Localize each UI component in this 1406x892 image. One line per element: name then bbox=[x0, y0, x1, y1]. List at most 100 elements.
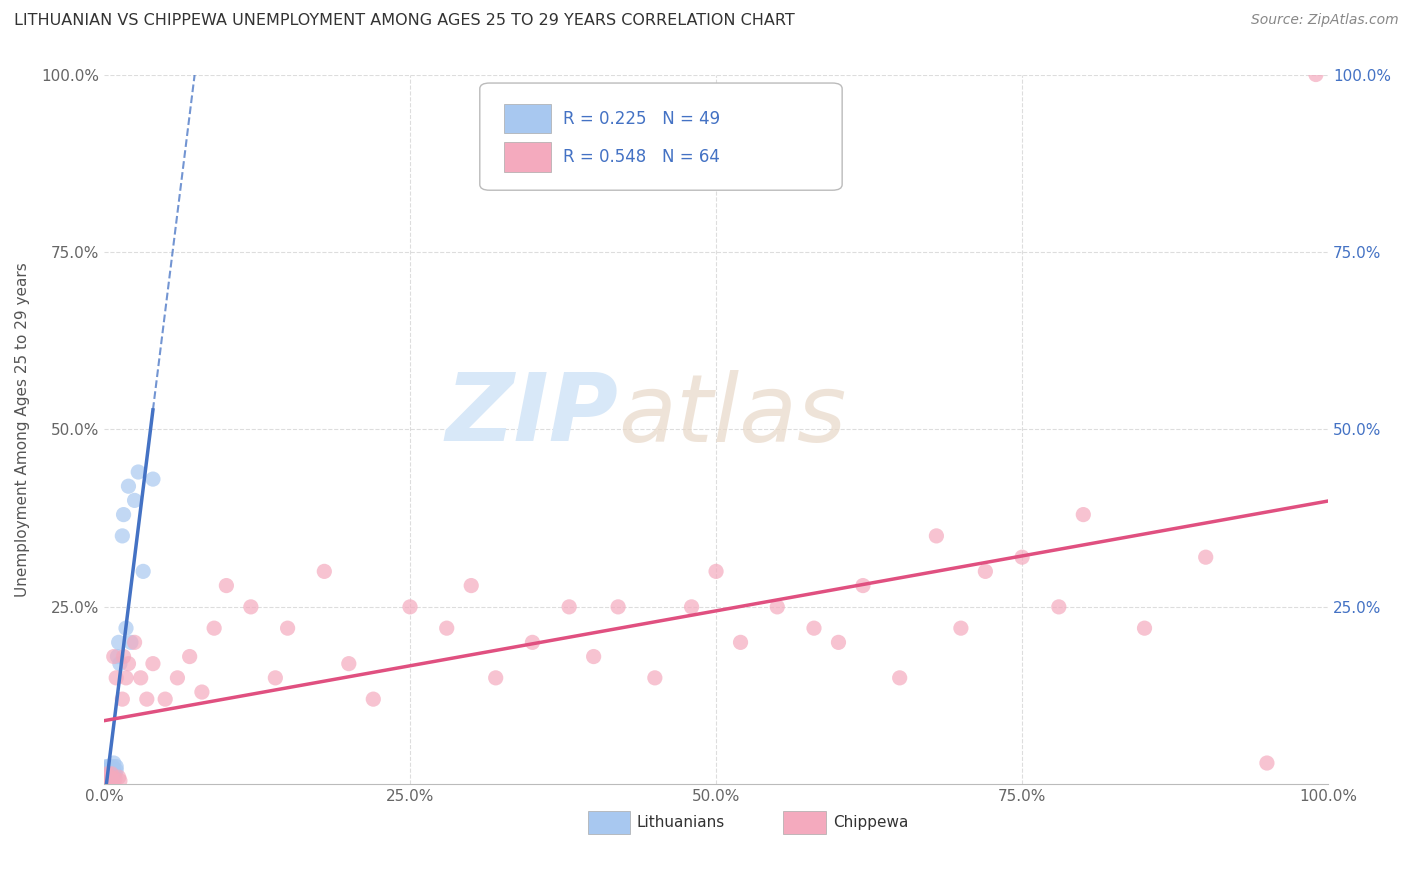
Point bbox=[191, 685, 214, 699]
Text: R = 0.548   N = 64: R = 0.548 N = 64 bbox=[562, 148, 720, 166]
Point bbox=[889, 671, 911, 685]
Point bbox=[166, 671, 188, 685]
Point bbox=[1047, 599, 1070, 614]
Point bbox=[925, 529, 948, 543]
Point bbox=[1305, 68, 1327, 82]
Point bbox=[112, 508, 135, 522]
Point bbox=[644, 671, 666, 685]
Text: Chippewa: Chippewa bbox=[834, 815, 908, 830]
Point bbox=[111, 692, 134, 706]
Point bbox=[766, 599, 789, 614]
Point bbox=[101, 773, 124, 788]
Point bbox=[97, 759, 120, 773]
Point bbox=[98, 766, 121, 780]
Point bbox=[277, 621, 299, 635]
Point bbox=[108, 773, 131, 788]
Point bbox=[582, 649, 605, 664]
Point bbox=[96, 775, 118, 789]
Point bbox=[115, 621, 138, 635]
Point bbox=[103, 763, 125, 777]
Point bbox=[153, 692, 176, 706]
Point bbox=[98, 770, 121, 784]
Point bbox=[94, 776, 117, 790]
Point bbox=[112, 649, 135, 664]
Point bbox=[105, 763, 128, 777]
Point bbox=[96, 770, 118, 784]
Point bbox=[94, 766, 117, 780]
Point bbox=[436, 621, 458, 635]
Point bbox=[607, 599, 630, 614]
Point bbox=[94, 776, 117, 790]
Text: Source: ZipAtlas.com: Source: ZipAtlas.com bbox=[1251, 13, 1399, 28]
Point bbox=[215, 578, 238, 592]
FancyBboxPatch shape bbox=[505, 142, 551, 172]
Point bbox=[1195, 550, 1218, 565]
Point bbox=[124, 493, 146, 508]
Point bbox=[827, 635, 849, 649]
Point bbox=[103, 649, 125, 664]
Point bbox=[129, 671, 152, 685]
Point bbox=[96, 766, 118, 780]
Text: R = 0.225   N = 49: R = 0.225 N = 49 bbox=[562, 110, 720, 128]
Point bbox=[97, 770, 120, 784]
Point bbox=[142, 657, 165, 671]
Point bbox=[97, 770, 120, 784]
Text: Lithuanians: Lithuanians bbox=[637, 815, 724, 830]
Point bbox=[264, 671, 287, 685]
Point bbox=[101, 759, 124, 773]
Point bbox=[97, 766, 120, 780]
Point bbox=[108, 657, 131, 671]
Point bbox=[104, 766, 127, 780]
Point bbox=[100, 770, 122, 784]
Point bbox=[94, 763, 117, 777]
Point bbox=[1256, 756, 1278, 770]
Point bbox=[974, 565, 997, 579]
Point bbox=[361, 692, 384, 706]
Point bbox=[485, 671, 508, 685]
Point bbox=[94, 772, 117, 786]
Point bbox=[120, 635, 142, 649]
Point bbox=[117, 479, 139, 493]
Point bbox=[100, 766, 122, 780]
Point bbox=[96, 769, 118, 783]
FancyBboxPatch shape bbox=[505, 103, 551, 134]
Point bbox=[239, 599, 262, 614]
Point bbox=[314, 565, 336, 579]
Point bbox=[96, 776, 118, 790]
Point bbox=[97, 766, 120, 780]
Point bbox=[142, 472, 165, 486]
Text: ZIP: ZIP bbox=[446, 369, 619, 461]
Point bbox=[97, 763, 120, 777]
Point bbox=[111, 529, 134, 543]
Point bbox=[132, 565, 155, 579]
Point bbox=[94, 769, 117, 783]
Point bbox=[96, 764, 118, 779]
Point bbox=[135, 692, 157, 706]
Y-axis label: Unemployment Among Ages 25 to 29 years: Unemployment Among Ages 25 to 29 years bbox=[15, 262, 30, 597]
Point bbox=[104, 772, 127, 786]
Point bbox=[103, 756, 125, 770]
Point bbox=[949, 621, 972, 635]
Point bbox=[399, 599, 422, 614]
Point bbox=[97, 773, 120, 788]
Point bbox=[1011, 550, 1033, 565]
Point bbox=[98, 775, 121, 789]
Point bbox=[179, 649, 201, 664]
Point bbox=[115, 671, 138, 685]
Point bbox=[94, 775, 117, 789]
FancyBboxPatch shape bbox=[479, 83, 842, 190]
Point bbox=[94, 773, 117, 788]
Point bbox=[96, 773, 118, 788]
Point bbox=[124, 635, 146, 649]
Point bbox=[803, 621, 825, 635]
Point bbox=[127, 465, 149, 479]
Point bbox=[202, 621, 225, 635]
Point bbox=[105, 759, 128, 773]
Point bbox=[107, 770, 129, 784]
Point bbox=[98, 775, 121, 789]
Point bbox=[522, 635, 544, 649]
Point bbox=[97, 773, 120, 788]
Point bbox=[97, 773, 120, 788]
Point bbox=[97, 766, 120, 780]
Point bbox=[107, 635, 129, 649]
